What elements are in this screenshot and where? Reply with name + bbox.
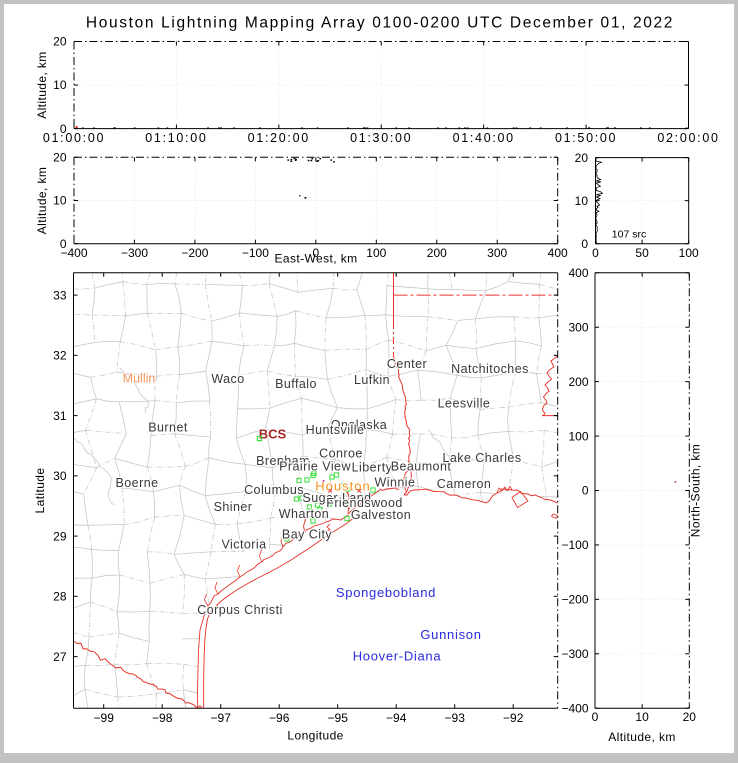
svg-text:Latitude: Latitude [33, 468, 47, 514]
svg-text:Shiner: Shiner [214, 500, 253, 514]
svg-text:Galveston: Galveston [351, 508, 411, 522]
svg-text:01:30:00: 01:30:00 [350, 131, 412, 145]
svg-text:Winnie: Winnie [375, 476, 416, 490]
svg-text:Huntsville: Huntsville [306, 423, 365, 437]
svg-text:Spongebobland: Spongebobland [336, 585, 436, 600]
svg-text:−92: −92 [503, 711, 524, 725]
svg-text:0: 0 [313, 246, 320, 260]
svg-text:Altitude, km: Altitude, km [608, 730, 676, 744]
svg-text:107 src: 107 src [612, 229, 646, 241]
svg-text:0: 0 [592, 246, 599, 260]
svg-text:30: 30 [53, 469, 67, 483]
svg-text:Beaumont: Beaumont [391, 460, 452, 474]
svg-text:32: 32 [53, 349, 67, 363]
svg-text:−100: −100 [242, 246, 269, 260]
svg-text:01:10:00: 01:10:00 [145, 131, 207, 145]
svg-text:Longitude: Longitude [287, 729, 343, 743]
svg-text:0: 0 [60, 237, 67, 251]
svg-text:Altitude, km: Altitude, km [35, 51, 49, 119]
svg-text:31: 31 [53, 409, 67, 423]
svg-text:−300: −300 [121, 246, 148, 260]
svg-text:−400: −400 [561, 701, 588, 715]
svg-text:Leesville: Leesville [438, 397, 491, 411]
svg-text:−200: −200 [181, 246, 208, 260]
svg-text:Center: Center [387, 357, 427, 371]
svg-text:Houston Lightning Mapping Arra: Houston Lightning Mapping Array 0100-020… [86, 15, 674, 32]
svg-text:01:20:00: 01:20:00 [248, 131, 310, 145]
svg-text:Conroe: Conroe [319, 447, 363, 461]
svg-text:−95: −95 [328, 711, 349, 725]
svg-text:−96: −96 [269, 711, 290, 725]
svg-text:−97: −97 [211, 711, 232, 725]
svg-text:Altitude, km: Altitude, km [35, 167, 49, 235]
svg-text:Gunnison: Gunnison [420, 627, 481, 642]
svg-text:Lufkin: Lufkin [354, 373, 390, 387]
svg-text:400: 400 [548, 246, 568, 260]
svg-text:Columbus: Columbus [244, 483, 304, 497]
svg-text:10: 10 [635, 710, 649, 724]
svg-text:Mullin: Mullin [123, 371, 156, 385]
svg-text:−100: −100 [561, 538, 588, 552]
svg-text:01:00:00: 01:00:00 [43, 131, 105, 145]
svg-text:0: 0 [581, 237, 588, 251]
svg-text:400: 400 [568, 266, 588, 280]
svg-text:02:00:00: 02:00:00 [657, 131, 719, 145]
svg-text:−94: −94 [386, 711, 407, 725]
svg-text:Brenham: Brenham [256, 454, 310, 468]
svg-text:North-South, km: North-South, km [689, 444, 703, 537]
svg-text:Cameron: Cameron [437, 477, 492, 491]
svg-text:Burnet: Burnet [148, 421, 188, 435]
svg-text:−98: −98 [152, 711, 173, 725]
svg-text:50: 50 [635, 246, 649, 260]
svg-text:0: 0 [582, 484, 589, 498]
svg-text:−300: −300 [561, 647, 588, 661]
svg-text:01:40:00: 01:40:00 [453, 131, 515, 145]
svg-text:300: 300 [568, 320, 588, 334]
svg-text:Buffalo: Buffalo [275, 377, 317, 391]
svg-text:Prairie View: Prairie View [279, 460, 351, 474]
svg-text:20: 20 [53, 151, 67, 165]
svg-text:Friendswood: Friendswood [326, 496, 403, 510]
svg-text:Corpus Christi: Corpus Christi [197, 603, 283, 617]
svg-text:Liberty: Liberty [352, 460, 393, 474]
svg-text:−99: −99 [94, 711, 115, 725]
svg-text:100: 100 [568, 429, 588, 443]
svg-text:Waco: Waco [211, 372, 244, 386]
svg-text:29: 29 [53, 529, 67, 543]
svg-text:0: 0 [60, 122, 67, 136]
svg-text:Hoover-Diana: Hoover-Diana [353, 648, 442, 663]
svg-text:100: 100 [679, 246, 699, 260]
svg-text:Victoria: Victoria [221, 537, 266, 551]
svg-text:01:50:00: 01:50:00 [555, 131, 617, 145]
svg-text:20: 20 [575, 151, 589, 165]
svg-text:0: 0 [592, 710, 599, 724]
svg-text:28: 28 [53, 590, 67, 604]
svg-text:33: 33 [53, 288, 67, 302]
svg-text:Sugar Land: Sugar Land [302, 491, 371, 505]
svg-text:27: 27 [53, 650, 67, 664]
svg-text:10: 10 [53, 78, 67, 92]
svg-text:−93: −93 [445, 711, 466, 725]
svg-text:Lake Charles: Lake Charles [442, 451, 521, 465]
svg-text:East-West, km: East-West, km [275, 252, 358, 266]
svg-text:200: 200 [568, 375, 588, 389]
svg-text:Onalaska: Onalaska [331, 418, 387, 432]
svg-text:Boerne: Boerne [115, 476, 158, 490]
svg-text:Bay City: Bay City [282, 528, 332, 542]
svg-text:20: 20 [683, 710, 697, 724]
svg-text:10: 10 [53, 194, 67, 208]
svg-text:BCS: BCS [259, 426, 287, 441]
svg-text:Wharton: Wharton [279, 507, 329, 521]
svg-text:−200: −200 [561, 593, 588, 607]
svg-text:20: 20 [53, 35, 67, 49]
svg-text:10: 10 [575, 194, 589, 208]
svg-text:200: 200 [427, 246, 447, 260]
svg-text:100: 100 [366, 246, 386, 260]
svg-text:Natchitoches: Natchitoches [451, 362, 529, 376]
svg-text:−400: −400 [60, 246, 87, 260]
svg-text:300: 300 [487, 246, 507, 260]
